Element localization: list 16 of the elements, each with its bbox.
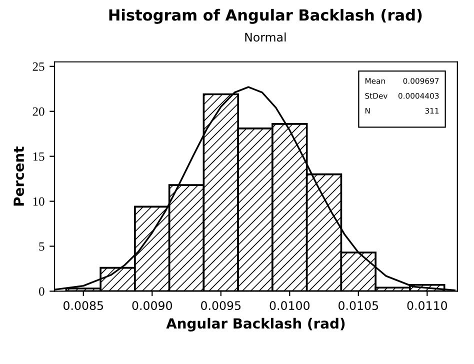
x-axis-title: Angular Backlash (rad)	[166, 318, 345, 332]
y-tick-label: 25	[32, 62, 44, 71]
y-tick-label: 15	[33, 152, 44, 161]
x-tick-label: 0.0100	[270, 301, 310, 310]
chart-title: Histogram of Angular Backlash (rad)	[109, 8, 422, 24]
y-tick-label: 10	[33, 197, 44, 206]
x-tick-label: 0.0085	[64, 301, 104, 310]
x-tick-label: 0.0090	[132, 301, 172, 310]
chart-subtitle: Normal	[245, 32, 286, 42]
y-tick-label: 0	[39, 287, 44, 296]
x-tick-label: 0.0095	[201, 301, 241, 310]
x-tick-label: 0.0110	[407, 301, 448, 310]
x-tick-label: 0.0105	[338, 301, 378, 310]
y-tick-label: 5	[39, 242, 44, 251]
y-tick-label: 20	[32, 107, 44, 116]
y-axis-title: Percent	[14, 146, 24, 206]
